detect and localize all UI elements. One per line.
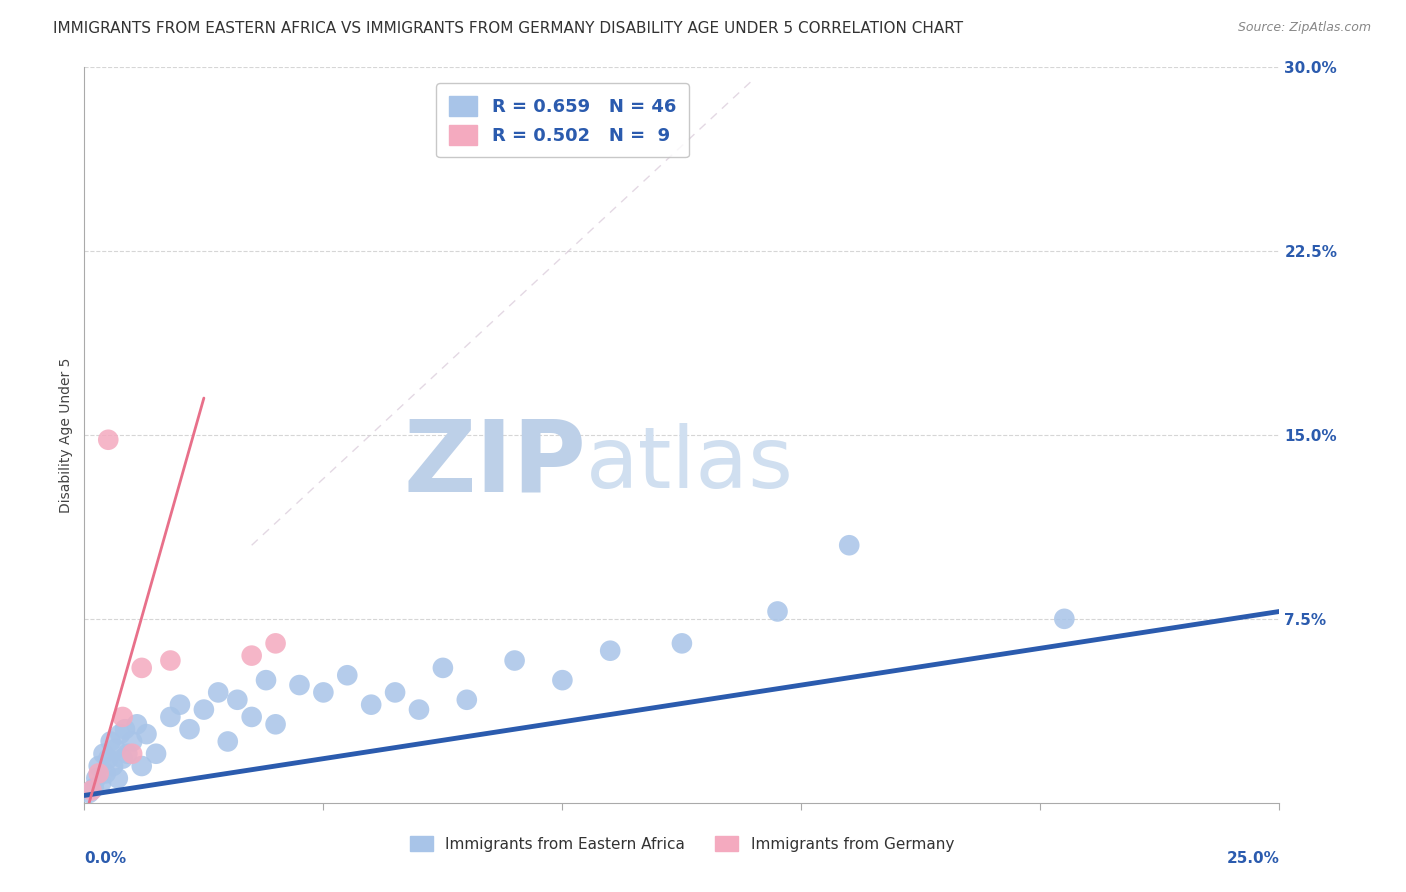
Point	[110, 727, 132, 741]
Point	[107, 771, 129, 786]
Point	[456, 692, 478, 706]
Point	[135, 727, 157, 741]
Point	[384, 685, 406, 699]
Point	[94, 766, 117, 780]
Text: 25.0%: 25.0%	[1226, 851, 1279, 865]
Point	[264, 636, 287, 650]
Point	[117, 747, 139, 761]
Point	[87, 766, 110, 780]
Point	[408, 703, 430, 717]
Point	[114, 723, 136, 737]
Point	[671, 636, 693, 650]
Point	[1053, 612, 1076, 626]
Point	[111, 710, 134, 724]
Point	[100, 734, 122, 748]
Text: ZIP: ZIP	[404, 416, 586, 513]
Point	[336, 668, 359, 682]
Y-axis label: Disability Age Under 5: Disability Age Under 5	[59, 357, 73, 513]
Point	[288, 678, 311, 692]
Point	[503, 653, 526, 667]
Point	[254, 673, 277, 688]
Point	[240, 710, 263, 724]
Point	[226, 692, 249, 706]
Point	[121, 747, 143, 761]
Point	[86, 771, 108, 786]
Point	[131, 661, 153, 675]
Point	[179, 723, 201, 737]
Point	[80, 783, 103, 797]
Point	[264, 717, 287, 731]
Text: IMMIGRANTS FROM EASTERN AFRICA VS IMMIGRANTS FROM GERMANY DISABILITY AGE UNDER 5: IMMIGRANTS FROM EASTERN AFRICA VS IMMIGR…	[53, 21, 963, 36]
Point	[131, 759, 153, 773]
Point	[432, 661, 454, 675]
Point	[97, 751, 120, 765]
Point	[838, 538, 860, 552]
Point	[83, 781, 105, 796]
Point	[93, 747, 115, 761]
Point	[111, 751, 134, 765]
Text: atlas: atlas	[586, 423, 794, 506]
Text: 0.0%: 0.0%	[84, 851, 127, 865]
Point	[159, 653, 181, 667]
Point	[87, 759, 110, 773]
Point	[360, 698, 382, 712]
Point	[104, 742, 127, 756]
Point	[97, 433, 120, 447]
Point	[145, 747, 167, 761]
Legend: Immigrants from Eastern Africa, Immigrants from Germany: Immigrants from Eastern Africa, Immigran…	[404, 830, 960, 858]
Point	[77, 786, 100, 800]
Point	[101, 759, 124, 773]
Point	[551, 673, 574, 688]
Point	[169, 698, 191, 712]
Point	[90, 776, 112, 790]
Point	[159, 710, 181, 724]
Point	[240, 648, 263, 663]
Point	[207, 685, 229, 699]
Point	[193, 703, 215, 717]
Point	[599, 644, 621, 658]
Point	[217, 734, 239, 748]
Point	[125, 717, 148, 731]
Point	[766, 605, 789, 619]
Point	[121, 734, 143, 748]
Point	[312, 685, 335, 699]
Text: Source: ZipAtlas.com: Source: ZipAtlas.com	[1237, 21, 1371, 34]
